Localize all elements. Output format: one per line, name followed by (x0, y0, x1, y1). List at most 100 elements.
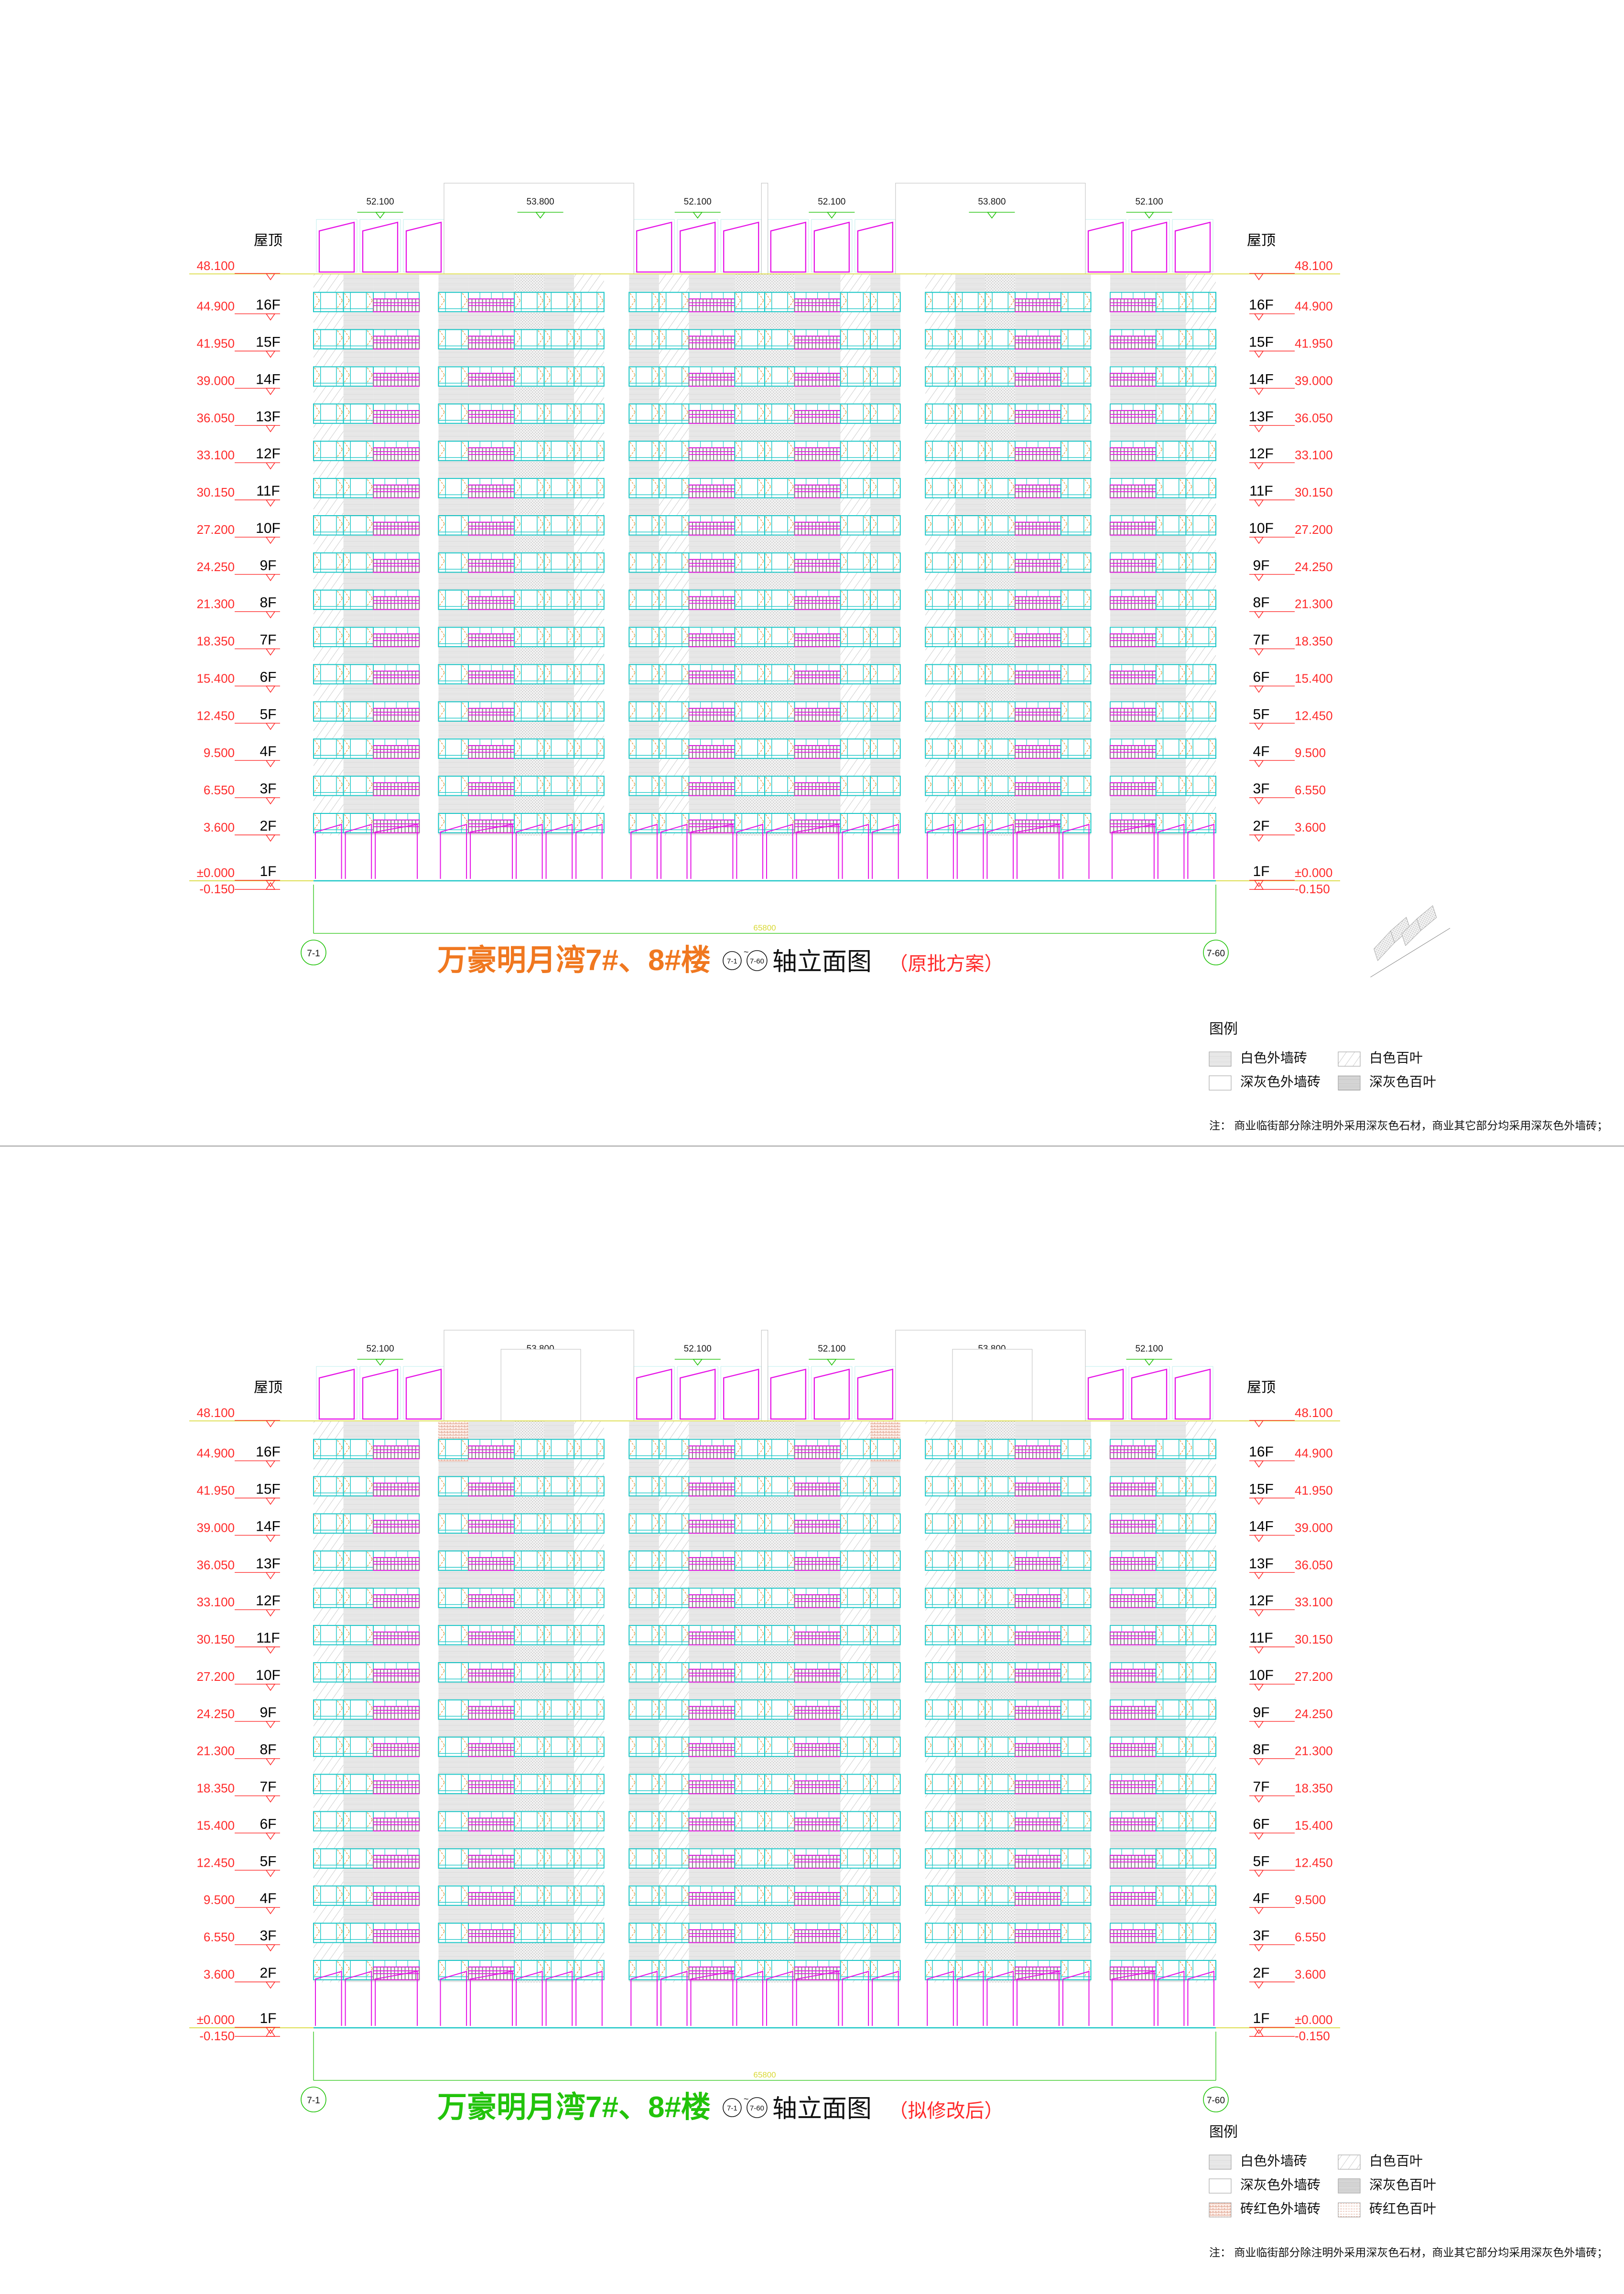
svg-text:16F: 16F (1249, 297, 1274, 313)
svg-text:1F: 1F (260, 864, 276, 879)
svg-text:12F: 12F (1249, 446, 1274, 462)
svg-text:21.300: 21.300 (1295, 597, 1333, 611)
svg-text:11F: 11F (256, 483, 280, 499)
svg-text:15.400: 15.400 (1295, 671, 1333, 685)
svg-text:52.100: 52.100 (818, 1344, 845, 1354)
svg-text:24.250: 24.250 (1295, 560, 1333, 574)
svg-text:2F: 2F (260, 1965, 276, 1981)
svg-text:15F: 15F (256, 1482, 281, 1497)
svg-text:41.950: 41.950 (1295, 1483, 1333, 1498)
svg-text:1F: 1F (260, 2011, 276, 2026)
svg-text:深灰色百叶: 深灰色百叶 (1369, 2177, 1436, 2192)
svg-text:8F: 8F (1253, 595, 1269, 611)
svg-text:39.000: 39.000 (1295, 1520, 1333, 1535)
svg-text:8F: 8F (260, 1742, 276, 1758)
svg-text:52.100: 52.100 (366, 1344, 394, 1354)
svg-text:7-60: 7-60 (750, 957, 764, 965)
svg-text:注： 商业临街部分除注明外采用深灰色石材，商业其它部分均采用: 注： 商业临街部分除注明外采用深灰色石材，商业其它部分均采用深灰色外墙砖； (1209, 2246, 1608, 2259)
svg-text:4F: 4F (260, 1891, 276, 1906)
svg-text:7-1: 7-1 (307, 949, 320, 959)
svg-text:6.550: 6.550 (1295, 1930, 1326, 1944)
svg-text:13F: 13F (256, 409, 281, 424)
svg-text:39.000: 39.000 (196, 373, 235, 388)
svg-text:屋顶: 屋顶 (254, 1380, 282, 1396)
svg-text:13F: 13F (1249, 409, 1274, 424)
svg-text:14F: 14F (256, 371, 281, 387)
svg-text:14F: 14F (1249, 1518, 1274, 1534)
svg-text:4F: 4F (1253, 744, 1269, 759)
svg-text:9F: 9F (260, 1705, 276, 1720)
svg-text:52.100: 52.100 (684, 197, 712, 207)
svg-text:7F: 7F (260, 632, 276, 648)
svg-text:12F: 12F (1249, 1593, 1274, 1609)
svg-text:18.350: 18.350 (1295, 634, 1333, 649)
svg-text:39.000: 39.000 (196, 1520, 235, 1535)
svg-text:15F: 15F (256, 335, 281, 350)
svg-text:图例: 图例 (1209, 2124, 1238, 2140)
svg-text:6F: 6F (260, 669, 276, 685)
svg-text:3.600: 3.600 (204, 820, 235, 834)
svg-text:36.050: 36.050 (1295, 411, 1333, 425)
svg-text:7F: 7F (260, 1779, 276, 1795)
svg-text:深灰色百叶: 深灰色百叶 (1369, 1074, 1436, 1089)
svg-text:52.100: 52.100 (1135, 1344, 1163, 1354)
svg-text:8F: 8F (260, 595, 276, 611)
svg-text:5F: 5F (1253, 1853, 1269, 1869)
svg-text:10F: 10F (256, 1667, 281, 1683)
svg-text:18.350: 18.350 (196, 634, 235, 649)
svg-text:3.600: 3.600 (1295, 820, 1326, 834)
svg-text:6F: 6F (1253, 1816, 1269, 1832)
svg-text:15F: 15F (1249, 1482, 1274, 1497)
svg-text:30.150: 30.150 (196, 1632, 235, 1646)
svg-text:5F: 5F (260, 1853, 276, 1869)
svg-text:10F: 10F (256, 520, 281, 536)
svg-text:~: ~ (744, 947, 749, 957)
svg-text:65800: 65800 (753, 923, 776, 932)
svg-text:5F: 5F (1253, 706, 1269, 722)
svg-text:16F: 16F (1249, 1444, 1274, 1460)
svg-text:±0.000: ±0.000 (1295, 2013, 1332, 2027)
svg-text:12.450: 12.450 (1295, 1855, 1333, 1870)
svg-text:12F: 12F (256, 1593, 281, 1609)
svg-text:7-1: 7-1 (307, 2096, 320, 2106)
svg-text:21.300: 21.300 (196, 597, 235, 611)
svg-text:±0.000: ±0.000 (197, 2013, 235, 2027)
svg-text:10F: 10F (1249, 1667, 1274, 1683)
svg-text:屋顶: 屋顶 (1247, 233, 1276, 249)
svg-text:±0.000: ±0.000 (1295, 866, 1332, 880)
svg-text:8F: 8F (1253, 1742, 1269, 1758)
svg-text:36.050: 36.050 (1295, 1558, 1333, 1572)
svg-text:9.500: 9.500 (204, 1893, 235, 1907)
svg-text:48.100: 48.100 (1295, 259, 1333, 273)
svg-text:7F: 7F (1253, 632, 1269, 648)
svg-text:16F: 16F (256, 297, 281, 313)
svg-text:11F: 11F (1249, 483, 1273, 499)
svg-text:39.000: 39.000 (1295, 373, 1333, 388)
svg-text:12.450: 12.450 (196, 1855, 235, 1870)
svg-text:41.950: 41.950 (1295, 336, 1333, 351)
svg-text:白色百叶: 白色百叶 (1369, 2153, 1423, 2168)
svg-text:16F: 16F (256, 1444, 281, 1460)
svg-text:41.950: 41.950 (196, 1483, 235, 1498)
svg-text:27.200: 27.200 (1295, 1669, 1333, 1684)
svg-text:3.600: 3.600 (204, 1967, 235, 1981)
svg-text:15.400: 15.400 (196, 1818, 235, 1832)
svg-text:9F: 9F (260, 558, 276, 574)
svg-text:6.550: 6.550 (204, 1930, 235, 1944)
svg-text:30.150: 30.150 (1295, 1632, 1333, 1646)
svg-text:15.400: 15.400 (1295, 1818, 1333, 1832)
svg-text:7-1: 7-1 (727, 2104, 737, 2112)
svg-text:52.100: 52.100 (684, 1344, 712, 1354)
svg-text:12F: 12F (256, 446, 281, 462)
svg-text:（拟修改后）: （拟修改后） (889, 2100, 1004, 2121)
svg-text:6.550: 6.550 (1295, 783, 1326, 797)
svg-text:7-1: 7-1 (727, 957, 737, 965)
svg-text:33.100: 33.100 (196, 448, 235, 462)
svg-text:33.100: 33.100 (196, 1595, 235, 1609)
svg-text:2F: 2F (260, 818, 276, 834)
svg-text:21.300: 21.300 (1295, 1744, 1333, 1758)
svg-text:屋顶: 屋顶 (1247, 1380, 1276, 1396)
svg-text:轴立面图: 轴立面图 (772, 948, 872, 976)
svg-text:24.250: 24.250 (1295, 1707, 1333, 1721)
svg-text:白色外墙砖: 白色外墙砖 (1240, 1050, 1307, 1065)
